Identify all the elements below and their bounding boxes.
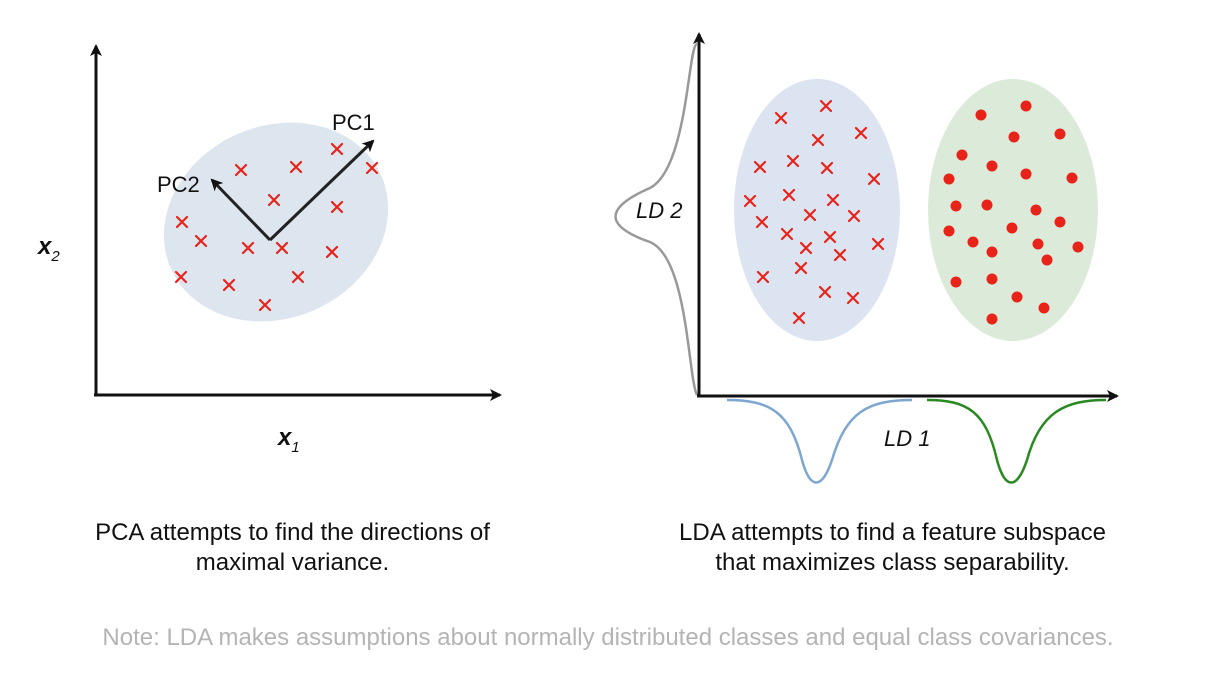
data-point-cross — [803, 208, 817, 222]
pca-caption: PCA attempts to find the directions of m… — [40, 518, 545, 578]
data-point-cross — [194, 234, 208, 248]
data-point-dot — [986, 273, 998, 285]
data-point-dot — [1008, 131, 1020, 143]
pca-caption-line1: PCA attempts to find the directions of — [95, 519, 490, 546]
class2-ellipse — [928, 79, 1098, 341]
data-point-dot — [1072, 241, 1084, 253]
data-point-cross — [755, 215, 769, 229]
data-point-cross — [847, 209, 861, 223]
data-point-cross — [826, 193, 840, 207]
data-point-dot — [956, 149, 968, 161]
pca-y-axis-label: x2 — [36, 233, 60, 265]
data-point-cross — [846, 291, 860, 305]
data-point-cross — [774, 111, 788, 125]
data-point-cross — [330, 142, 344, 156]
lda-panel: LD 1 LD 2 — [614, 32, 1119, 484]
data-point-cross — [325, 245, 339, 259]
data-point-dot — [943, 225, 955, 237]
pca-data-ellipse — [163, 122, 389, 322]
class1-ellipse — [734, 79, 900, 341]
data-point-cross — [289, 160, 303, 174]
data-point-dot — [986, 160, 998, 172]
data-point-cross — [753, 160, 767, 174]
data-point-dot — [975, 109, 987, 121]
data-point-dot — [1020, 168, 1032, 180]
data-point-cross — [792, 311, 806, 325]
data-point-cross — [871, 237, 885, 251]
data-point-dot — [1038, 302, 1050, 314]
data-point-cross — [780, 227, 794, 241]
data-point-cross — [799, 241, 813, 255]
data-point-dot — [1066, 172, 1078, 184]
pca-panel: PC1 PC2 x1 x2 — [36, 44, 502, 456]
pca-x-axis-label: x1 — [276, 424, 300, 456]
data-point-dot — [1041, 254, 1053, 266]
data-point-cross — [743, 194, 757, 208]
data-point-cross — [267, 193, 281, 207]
ld2-distribution-curve — [614, 42, 699, 396]
data-point-cross — [175, 215, 189, 229]
class2-data-points — [943, 100, 1084, 325]
data-point-dot — [1054, 216, 1066, 228]
pc1-arrow — [268, 139, 375, 242]
data-point-dot — [950, 200, 962, 212]
class1-data-points — [743, 99, 885, 325]
data-point-cross — [819, 99, 833, 113]
data-point-cross — [234, 163, 248, 177]
data-point-cross — [833, 248, 847, 262]
pc2-arrow — [210, 178, 272, 242]
data-point-dot — [981, 199, 993, 211]
ld1-class2-distribution-curve — [926, 398, 1107, 484]
data-point-dot — [943, 173, 955, 185]
data-point-cross — [867, 172, 881, 186]
ld1-class1-distribution-curve — [726, 398, 913, 484]
lda-caption-line1: LDA attempts to find a feature subspace — [679, 519, 1106, 546]
data-point-dot — [1020, 100, 1032, 112]
pc2-label: PC2 — [157, 172, 200, 197]
data-point-cross — [258, 298, 272, 312]
data-point-dot — [950, 276, 962, 288]
ld2-label: LD 2 — [636, 198, 682, 223]
ld1-label: LD 1 — [884, 426, 930, 451]
pca-data-points — [174, 142, 379, 312]
data-point-cross — [330, 200, 344, 214]
data-point-cross — [241, 241, 255, 255]
data-point-dot — [1011, 291, 1023, 303]
data-point-cross — [823, 230, 837, 244]
data-point-cross — [291, 270, 305, 284]
data-point-cross — [365, 161, 379, 175]
data-point-dot — [1054, 128, 1066, 140]
data-point-dot — [1006, 222, 1018, 234]
data-point-dot — [1032, 238, 1044, 250]
data-point-cross — [174, 270, 188, 284]
data-point-cross — [794, 261, 808, 275]
data-point-dot — [967, 236, 979, 248]
data-point-dot — [986, 246, 998, 258]
data-point-dot — [1030, 204, 1042, 216]
data-point-dot — [986, 313, 998, 325]
data-point-cross — [786, 154, 800, 168]
data-point-cross — [275, 241, 289, 255]
pc1-label: PC1 — [332, 110, 375, 135]
data-point-cross — [820, 161, 834, 175]
data-point-cross — [818, 285, 832, 299]
footnote: Note: LDA makes assumptions about normal… — [102, 624, 1114, 651]
lda-caption: LDA attempts to find a feature subspace … — [620, 518, 1165, 578]
data-point-cross — [854, 126, 868, 140]
data-point-cross — [811, 133, 825, 147]
pca-caption-line2: maximal variance. — [195, 549, 390, 576]
data-point-cross — [782, 188, 796, 202]
lda-caption-line2: that maximizes class separability. — [715, 549, 1070, 576]
data-point-cross — [222, 278, 236, 292]
data-point-cross — [756, 270, 770, 284]
